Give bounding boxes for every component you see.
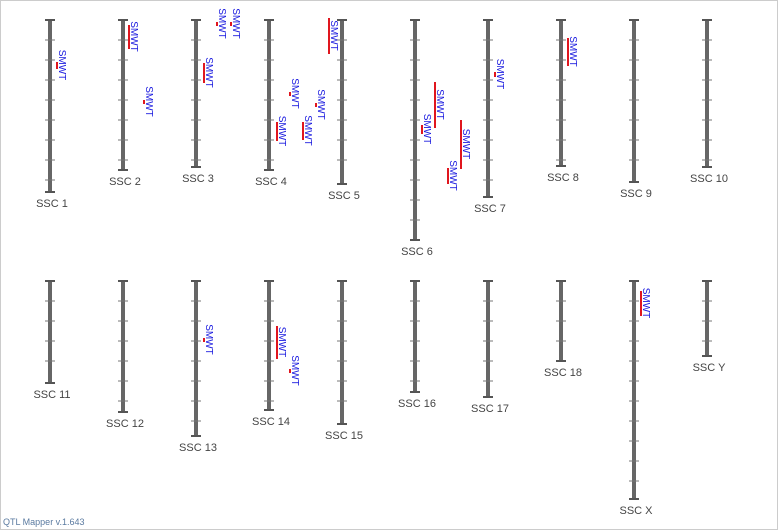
chromosome-label: SSC 8 (547, 172, 579, 184)
chromosome (194, 281, 198, 436)
chromosome-label: SSC 2 (109, 176, 141, 188)
qtl-label: SMWT (203, 57, 214, 88)
chromosome (486, 281, 490, 397)
qtl-label: SMWT (276, 327, 287, 358)
qtl-label: SMWT (128, 21, 139, 52)
chromosome-label: SSC 3 (182, 173, 214, 185)
chromosome-label: SSC 14 (252, 416, 290, 428)
qtl-label: SMWT (216, 8, 227, 39)
qtl-label: SMWT (434, 89, 445, 120)
chromosome (194, 20, 198, 167)
chromosome-label: SSC 15 (325, 430, 363, 442)
chromosome-label: SSC 17 (471, 403, 509, 415)
chromosome (121, 281, 125, 412)
chromosome (340, 20, 344, 184)
chromosome-label: SSC 16 (398, 398, 436, 410)
chromosome-label: SSC 12 (106, 418, 144, 430)
chromosome-label: SSC 18 (544, 367, 582, 379)
footer: QTL Mapper v.1.643 (3, 517, 85, 527)
chromosome-label: SSC Y (693, 362, 726, 374)
chromosome (340, 281, 344, 424)
chromosome-label: SSC 7 (474, 203, 506, 215)
qtl-label: SMWT (315, 89, 326, 120)
qtl-label: SMWT (143, 86, 154, 117)
qtl-label: SMWT (421, 114, 432, 145)
chromosome (267, 20, 271, 170)
chromosome (632, 281, 636, 499)
chromosome (413, 20, 417, 240)
chromosome (632, 20, 636, 182)
chromosome-label: SSC 6 (401, 246, 433, 258)
chromosome (48, 281, 52, 383)
chromosome (413, 281, 417, 392)
qtl-label: SMWT (230, 8, 241, 39)
chromosome-label: SSC 1 (36, 198, 68, 210)
qtl-label: SMWT (460, 129, 471, 160)
chromosome (559, 20, 563, 166)
qtl-label: SMWT (56, 50, 67, 81)
qtl-label: SMWT (203, 324, 214, 355)
qtl-label: SMWT (289, 78, 300, 109)
qtl-label: SMWT (494, 59, 505, 90)
chromosome-label: SSC 5 (328, 190, 360, 202)
chromosome (121, 20, 125, 170)
qtl-label: SMWT (276, 116, 287, 147)
chromosome-label: SSC 10 (690, 173, 728, 185)
chromosome-label: SSC 9 (620, 188, 652, 200)
chromosome (48, 20, 52, 192)
chromosome-label: SSC 11 (33, 389, 70, 401)
qtl-label: SMWT (289, 355, 300, 386)
chromosome-label: SSC 4 (255, 176, 287, 188)
chromosome (267, 281, 271, 410)
qtl-label: SMWT (328, 20, 339, 51)
chromosome-label: SSC X (619, 505, 653, 517)
qtl-label: SMWT (567, 36, 578, 67)
qtl-label: SMWT (302, 115, 313, 146)
chromosome-label: SSC 13 (179, 442, 217, 454)
qtl-label: SMWT (447, 160, 458, 191)
chromosome (705, 281, 709, 356)
qtl-label: SMWT (640, 288, 651, 319)
chromosome (486, 20, 490, 197)
chromosome (705, 20, 709, 167)
